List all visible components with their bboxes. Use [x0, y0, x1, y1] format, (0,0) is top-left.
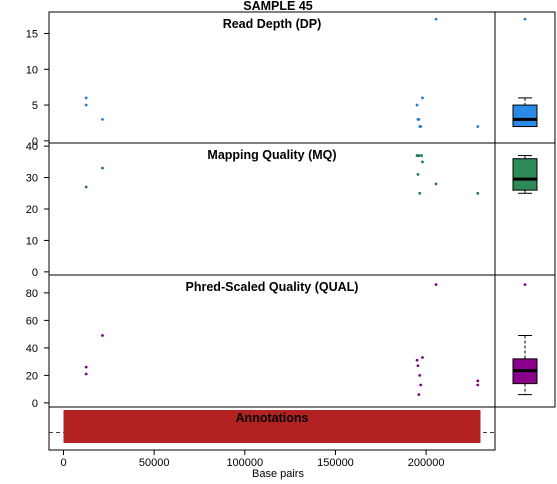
data-point: [101, 334, 104, 337]
data-point: [476, 125, 480, 128]
y-tick-label: 0: [32, 267, 38, 279]
boxplot-box: [512, 104, 538, 128]
data-point: [434, 182, 438, 186]
y-tick-label: 40: [26, 343, 38, 355]
data-point: [416, 173, 420, 176]
data-point: [421, 160, 424, 164]
annotations-title: Annotations: [236, 411, 309, 425]
data-point: [84, 365, 88, 369]
data-point: [419, 383, 423, 387]
x-tick-label: 50000: [139, 457, 170, 469]
data-point: [84, 103, 88, 107]
figure-title: SAMPLE 45: [243, 0, 313, 13]
y-tick-label: 20: [26, 370, 38, 382]
data-point: [417, 117, 421, 121]
panel-frame-0: [48, 11, 496, 144]
data-point: [420, 154, 423, 157]
panel-frame-2: [48, 274, 496, 408]
x-tick-label: 200000: [408, 457, 445, 469]
x-tick-label: 150000: [317, 457, 354, 469]
y-tick-label: 0: [32, 398, 38, 410]
y-tick-label: 15: [26, 28, 38, 40]
annotations-frame: [48, 406, 496, 451]
y-tick-label: 60: [26, 315, 38, 327]
boxplot-outlier: [523, 283, 527, 287]
data-point: [415, 358, 419, 362]
x-tick-label: 0: [60, 457, 66, 469]
y-tick-label: 80: [26, 288, 38, 300]
data-point: [101, 117, 104, 121]
annotation-bar: [63, 410, 481, 443]
data-point: [476, 379, 480, 383]
y-tick-label: 0: [32, 136, 38, 148]
data-point: [418, 191, 422, 195]
data-point: [417, 393, 421, 397]
boxplot-frame-2: [494, 274, 556, 408]
data-point: [421, 96, 424, 100]
data-point: [421, 356, 424, 359]
x-axis-label: Base pairs: [252, 468, 304, 480]
plot-area: 0 5 10 15 Read Depth (DP) 0 10 20 30 40 Mapping Qu…: [26, 11, 556, 469]
data-point: [84, 185, 88, 189]
panel-title: Mapping Quality (MQ): [207, 148, 336, 162]
data-point: [84, 96, 88, 100]
data-point: [415, 103, 419, 107]
data-point: [434, 283, 438, 287]
data-point: [416, 364, 420, 368]
y-tick-label: 5: [32, 100, 38, 112]
y-tick-label: 10: [26, 235, 38, 247]
data-point: [418, 373, 422, 377]
panel-title: Read Depth (DP): [223, 17, 322, 31]
panel-title: Phred-Scaled Quality (QUAL): [186, 280, 359, 294]
data-point: [476, 383, 480, 387]
data-point: [434, 17, 438, 21]
boxplot-outlier: [523, 17, 527, 21]
y-tick-label: 20: [26, 204, 38, 216]
y-tick-label: 10: [26, 64, 38, 76]
y-tick-label: 30: [26, 173, 38, 185]
boxplot-box: [512, 158, 538, 191]
data-point: [84, 372, 88, 376]
x-tick-label: 100000: [226, 457, 263, 469]
data-point: [476, 191, 480, 195]
panel-frame-1: [48, 142, 496, 276]
data-point: [101, 166, 104, 170]
data-point: [417, 154, 421, 157]
y-tick-label: 40: [26, 141, 38, 153]
data-point: [419, 125, 423, 128]
